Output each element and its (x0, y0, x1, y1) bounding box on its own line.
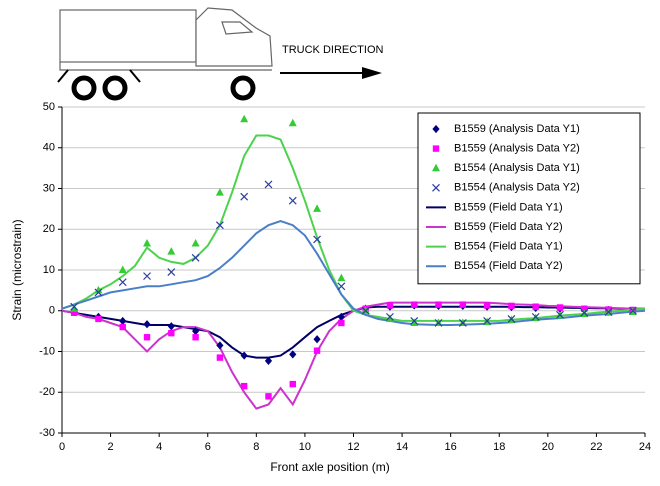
y-tick-label: -20 (39, 386, 55, 398)
data-point (265, 181, 272, 188)
data-point (557, 304, 563, 310)
data-point (411, 301, 417, 307)
legend-label: B1554 (Field Data Y1) (454, 241, 563, 253)
y-tick-label: 20 (43, 223, 55, 235)
legend-label: B1559 (Field Data Y1) (454, 201, 563, 213)
data-point (410, 318, 418, 326)
data-point (338, 320, 344, 326)
data-point (289, 119, 297, 127)
x-tick-label: 22 (590, 441, 602, 453)
data-point (460, 301, 466, 307)
x-tick-label: 2 (108, 441, 114, 453)
x-tick-label: 0 (59, 441, 65, 453)
data-point (119, 317, 126, 325)
x-tick-label: 16 (445, 441, 457, 453)
data-point (144, 334, 150, 340)
x-tick-label: 4 (156, 441, 162, 453)
data-point (192, 254, 199, 261)
data-point (337, 274, 345, 282)
data-point (532, 303, 538, 309)
y-tick-label: -30 (39, 427, 55, 439)
y-tick-label: 30 (43, 182, 55, 194)
data-point (168, 330, 174, 336)
data-point (508, 303, 514, 309)
data-point (216, 188, 224, 196)
direction-arrow (280, 67, 382, 79)
data-point (95, 316, 101, 322)
data-point (338, 283, 345, 290)
chart: TRUCK DIRECTION Front axle position (m) … (0, 0, 660, 481)
data-point (192, 334, 198, 340)
data-point (167, 247, 175, 255)
data-point (289, 197, 296, 204)
data-point (119, 266, 127, 274)
legend-label: B1554 (Analysis Data Y2) (454, 182, 580, 194)
legend-label: B1554 (Field Data Y2) (454, 260, 563, 272)
data-point (168, 322, 175, 330)
x-tick-label: 12 (347, 441, 359, 453)
y-tick-label: 50 (43, 101, 55, 113)
legend-label: B1554 (Analysis Data Y1) (454, 162, 580, 174)
y-axis-title: Strain (microstrain) (10, 219, 24, 320)
x-tick-label: 8 (253, 441, 259, 453)
data-point (313, 335, 320, 343)
data-point (120, 324, 126, 330)
x-tick-label: 10 (299, 441, 311, 453)
data-point (435, 301, 441, 307)
data-point (265, 393, 271, 399)
legend-swatch (433, 145, 439, 151)
x-tick-label: 20 (542, 441, 554, 453)
data-point (240, 115, 248, 123)
legend-label: B1559 (Field Data Y2) (454, 221, 563, 233)
legend-label: B1559 (Analysis Data Y2) (454, 143, 580, 155)
data-point (241, 383, 247, 389)
x-tick-label: 18 (493, 441, 505, 453)
x-tick-label: 24 (639, 441, 651, 453)
data-point (387, 302, 393, 308)
data-point (217, 354, 223, 360)
legend-label: B1559 (Analysis Data Y1) (454, 123, 580, 135)
data-point (290, 381, 296, 387)
data-point (484, 302, 490, 308)
data-point (192, 239, 200, 247)
data-point (143, 320, 150, 328)
data-point (143, 239, 151, 247)
y-tick-label: 10 (43, 264, 55, 276)
data-point (119, 279, 126, 286)
truck-illustration (58, 8, 272, 98)
x-tick-label: 14 (396, 441, 408, 453)
annotation: TRUCK DIRECTION (282, 44, 384, 56)
y-tick-label: 0 (49, 305, 55, 317)
y-tick-label: 40 (43, 142, 55, 154)
x-tick-label: 6 (205, 441, 211, 453)
data-point (144, 273, 151, 280)
data-point (314, 347, 320, 353)
y-tick-label: -10 (39, 345, 55, 357)
data-point (241, 193, 248, 200)
x-axis-title: Front axle position (m) (270, 460, 389, 474)
data-point (313, 204, 321, 212)
legend-box (418, 113, 640, 284)
